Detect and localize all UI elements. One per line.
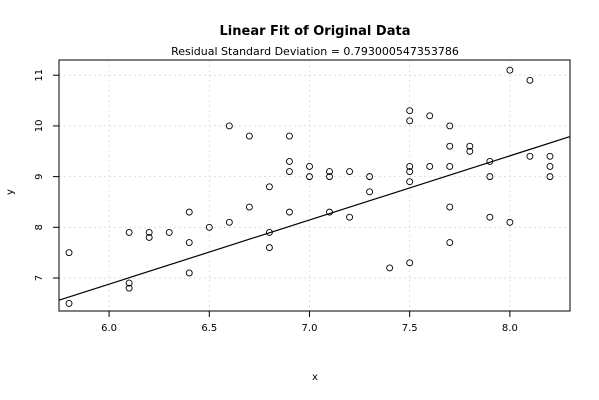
x-tick-label: 8.0: [502, 323, 518, 334]
x-tick-label: 6.5: [201, 323, 217, 334]
data-point: [145, 228, 153, 236]
data-point: [185, 239, 193, 246]
data-point: [446, 142, 454, 150]
data-point: [286, 132, 293, 140]
x-axis-label: x: [312, 372, 318, 383]
data-point: [406, 178, 414, 186]
data-point: [286, 157, 293, 165]
data-point: [205, 223, 213, 231]
data-point: [506, 218, 514, 226]
data-point: [486, 157, 494, 165]
y-axis-label: y: [5, 189, 16, 195]
data-points: [65, 66, 554, 307]
data-point: [446, 122, 454, 130]
data-point: [546, 173, 554, 181]
grid-lines: [59, 60, 570, 311]
x-tick-label: 7.5: [402, 323, 418, 334]
data-point: [306, 173, 313, 181]
data-point: [125, 284, 133, 292]
data-point: [265, 228, 273, 236]
data-point: [346, 168, 354, 176]
y-tick-label: 8: [34, 224, 45, 230]
data-point: [466, 142, 474, 150]
data-point: [466, 147, 474, 155]
data-point: [426, 112, 434, 120]
plot-frame: [58, 59, 571, 312]
y-tick-label: 7: [34, 275, 45, 281]
data-point: [245, 203, 253, 211]
chart-title: Linear Fit of Original Data: [220, 24, 411, 39]
data-point: [145, 234, 153, 241]
x-tick-label: 7.0: [302, 323, 318, 334]
data-point: [546, 152, 554, 160]
data-point: [366, 173, 374, 181]
data-point: [225, 122, 233, 130]
fit-line-group: [58, 136, 571, 301]
data-point: [326, 168, 333, 176]
data-point: [65, 299, 73, 307]
data-point: [265, 244, 273, 252]
data-point: [286, 208, 293, 216]
data-point: [245, 132, 253, 140]
data-point: [366, 188, 374, 196]
data-point: [446, 203, 454, 211]
data-point: [546, 163, 554, 170]
data-point: [406, 168, 414, 176]
data-point: [446, 239, 454, 246]
data-point: [406, 117, 414, 125]
fit-line: [58, 136, 571, 301]
data-point: [406, 259, 414, 267]
data-point: [306, 163, 313, 170]
data-point: [486, 173, 494, 181]
data-point: [406, 163, 414, 170]
data-point: [506, 66, 514, 74]
data-point: [426, 163, 434, 170]
x-tick-label: 6.0: [101, 323, 117, 334]
data-point: [406, 107, 414, 115]
data-point: [326, 208, 333, 216]
data-point: [346, 213, 354, 221]
data-point: [125, 279, 133, 287]
y-tick-label: 9: [34, 173, 45, 179]
x-axis: 6.0 6.5 7.0 7.5 8.0: [101, 310, 518, 334]
data-point: [526, 152, 534, 160]
y-axis: 7 8 9 10 11: [34, 69, 60, 281]
data-point: [386, 264, 394, 272]
y-tick-label: 11: [34, 69, 45, 82]
data-point: [446, 163, 454, 170]
data-point: [125, 228, 133, 236]
data-point: [486, 213, 494, 221]
data-point: [326, 173, 333, 181]
data-point: [225, 218, 233, 226]
chart-subtitle: Residual Standard Deviation = 0.79300054…: [171, 45, 459, 58]
data-point: [286, 168, 293, 176]
data-point: [526, 76, 534, 84]
data-point: [185, 269, 193, 277]
data-point: [185, 208, 193, 216]
data-point: [165, 228, 173, 236]
data-point: [265, 183, 273, 191]
data-point: [65, 249, 73, 257]
y-tick-label: 10: [34, 120, 45, 133]
